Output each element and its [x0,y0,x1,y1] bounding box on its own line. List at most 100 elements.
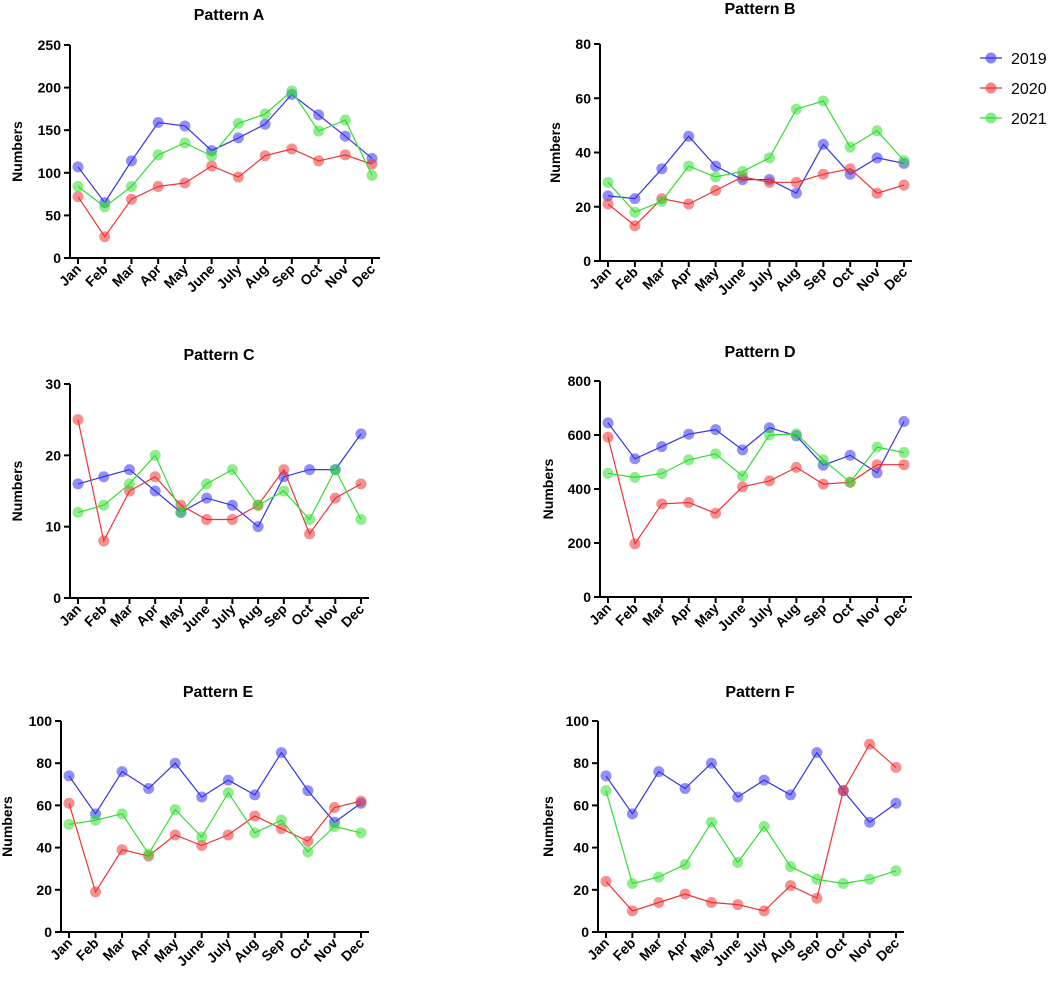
pattern-d-point-2020 [790,461,802,473]
pattern-b-series-2021 [602,95,910,218]
pattern-a-point-2020 [339,149,351,161]
pattern-b-point-2021 [898,155,910,167]
pattern-d-point-2020 [629,538,641,550]
pattern-e-point-2021 [222,787,234,799]
pattern-a-point-2021 [152,149,164,161]
pattern-f-point-2021 [811,873,823,885]
pattern-d-point-2021 [871,441,883,453]
pattern-d-point-2021 [898,447,910,459]
pattern-f-series-2019 [600,747,902,828]
pattern-d-point-2021 [710,448,722,460]
legend-item-2021: 2021 [980,111,1047,128]
pattern-f-point-2020 [785,880,797,892]
pattern-b-x-tick-label: Apr [666,263,695,292]
pattern-a-point-2019 [313,109,325,121]
pattern-f-x-tick-label: Oct [822,935,850,963]
pattern-f-line-2020 [605,743,897,912]
pattern-b-y-tick-label: 60 [575,90,591,106]
pattern-c-point-2019 [123,464,135,476]
pattern-b-x-tick-label: Dec [881,264,911,294]
pattern-f-x-tick-label: July [739,935,770,966]
pattern-c-point-2020 [201,514,213,526]
pattern-c-point-2020 [72,414,84,426]
pattern-b-y-tick-label: 80 [575,36,591,52]
pattern-d-point-2020 [737,481,749,493]
pattern-c-point-2019 [98,471,110,483]
pattern-c-point-2021 [226,464,238,476]
pattern-f-x-tick-label: Sep [794,935,823,964]
pattern-a-y-tick-label: 250 [38,37,62,53]
chart-panels: Pattern ANumbers050100150200250JanFebMar… [0,1,912,969]
pattern-e-point-2021 [63,818,75,830]
pattern-d-point-2021 [844,476,856,488]
pattern-e-y-tick-label: 40 [36,840,52,856]
pattern-c-point-2021 [304,514,316,526]
pattern-a-point-2020 [125,193,137,205]
pattern-e-point-2020 [169,829,181,841]
pattern-b-point-2020 [629,220,641,232]
pattern-c-point-2020 [329,492,341,504]
pattern-b-point-2019 [602,190,614,202]
pattern-e-point-2021 [328,821,340,832]
pattern-b-point-2020 [710,184,722,196]
pattern-c-point-2021 [201,478,213,490]
pattern-f-point-2020 [626,905,638,917]
pattern-d-y-tick-label: 400 [568,481,592,497]
pattern-d-line-2020 [607,437,904,546]
pattern-e-series-2021 [63,787,367,860]
pattern-b-point-2020 [763,176,775,188]
pattern-c-point-2021 [252,499,264,511]
pattern-e-x-tick-label: Feb [73,935,102,964]
pattern-f-point-2019 [653,766,665,778]
pattern-d-point-2021 [737,470,749,482]
pattern-e-x-tick-label: Mar [99,934,128,963]
pattern-e-point-2020 [275,823,287,835]
pattern-d-x-tick-label: June [714,600,749,635]
pattern-f-x-tick-label: June [710,935,745,970]
pattern-b-title: Pattern B [724,1,795,18]
pattern-f-point-2019 [890,797,902,809]
pattern-f-point-2020 [864,738,876,750]
pattern-f-point-2019 [626,808,638,820]
pattern-c-point-2019 [72,478,84,490]
legend-item-2019: 2019 [980,51,1047,68]
pattern-a-line-2019 [77,93,373,204]
pattern-a-x-tick-label: Oct [297,261,325,289]
pattern-b-point-2019 [656,163,668,175]
pattern-b-x-tick-label: June [714,264,749,299]
pattern-f-point-2021 [732,856,744,868]
pattern-e-chart: Pattern ENumbers020406080100JanFebMarApr… [0,684,369,969]
pattern-a-point-2020 [286,143,298,155]
pattern-f-point-2019 [732,791,744,803]
pattern-a-point-2020 [366,158,378,170]
pattern-f-point-2021 [890,865,902,877]
pattern-c-x-tick-label: July [207,601,238,632]
pattern-f-point-2021 [785,861,797,873]
pattern-f-point-2019 [864,816,876,828]
pattern-e-x-tick-label: July [203,935,234,966]
pattern-b-chart: Pattern BNumbers020406080JanFebMarAprMay… [547,1,912,298]
pattern-b-point-2020 [683,198,695,210]
pattern-b-x-tick-label: Oct [828,264,856,292]
legend-label-2020: 2020 [1011,81,1047,98]
pattern-b-point-2019 [683,130,695,142]
pattern-b-point-2021 [656,195,668,207]
pattern-f-y-tick-label: 100 [566,713,590,729]
pattern-c-point-2021 [98,499,110,511]
pattern-c-point-2020 [149,471,161,483]
pattern-b-line-2019 [607,135,905,200]
pattern-e-y-axis-label: Numbers [0,796,15,857]
pattern-b-point-2019 [871,152,883,164]
pattern-e-line-2019 [68,751,362,824]
legend-marker-2019 [985,52,997,64]
pattern-c-point-2021 [175,506,187,518]
pattern-c-x-tick-label: Nov [311,601,341,631]
pattern-c-x-tick-label: Mar [107,600,136,629]
pattern-f-point-2020 [653,896,665,908]
pattern-c-x-tick-label: Apr [133,600,162,629]
pattern-c-point-2020 [304,528,316,540]
pattern-e-line-2020 [68,800,362,894]
pattern-a-point-2020 [259,150,271,162]
pattern-a-series-2019 [72,88,378,209]
pattern-f-y-tick-label: 40 [573,840,589,856]
